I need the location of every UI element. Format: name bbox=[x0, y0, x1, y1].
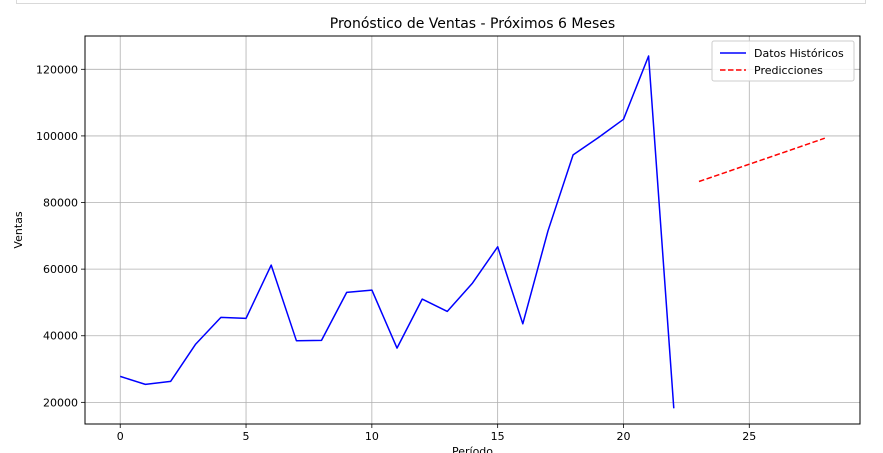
y-axis-label: Ventas bbox=[12, 211, 25, 248]
x-tick-label: 20 bbox=[616, 430, 630, 443]
series-line-historicos bbox=[119, 55, 675, 409]
x-tick-label: 25 bbox=[742, 430, 756, 443]
x-tick-label: 15 bbox=[491, 430, 505, 443]
y-tick-label: 60000 bbox=[43, 263, 78, 276]
y-tick-label: 100000 bbox=[36, 130, 78, 143]
x-tick-label: 5 bbox=[243, 430, 250, 443]
x-tick-label: 10 bbox=[365, 430, 379, 443]
legend-label-historicos: Datos Históricos bbox=[754, 47, 844, 60]
tick-layer: 0 5 10 15 20 25 20000 40000 60000 80000 100000 1200… bbox=[36, 63, 756, 443]
x-axis-label: Período bbox=[452, 445, 493, 453]
chart-title: Pronóstico de Ventas - Próximos 6 Meses bbox=[330, 16, 615, 32]
axes-box bbox=[84, 35, 861, 425]
series-line-predicciones bbox=[698, 137, 826, 183]
y-tick-label: 20000 bbox=[43, 396, 78, 409]
top-border-strip bbox=[16, 0, 866, 4]
series-layer bbox=[119, 55, 826, 409]
legend-label-predicciones: Predicciones bbox=[754, 64, 823, 77]
grid-layer bbox=[85, 36, 860, 424]
x-tick-label: 0 bbox=[117, 430, 124, 443]
y-tick-label: 40000 bbox=[43, 330, 78, 343]
legend: Datos Históricos Predicciones bbox=[711, 40, 855, 82]
y-tick-label: 120000 bbox=[36, 63, 78, 76]
y-tick-label: 80000 bbox=[43, 197, 78, 210]
legend-box bbox=[711, 40, 855, 82]
